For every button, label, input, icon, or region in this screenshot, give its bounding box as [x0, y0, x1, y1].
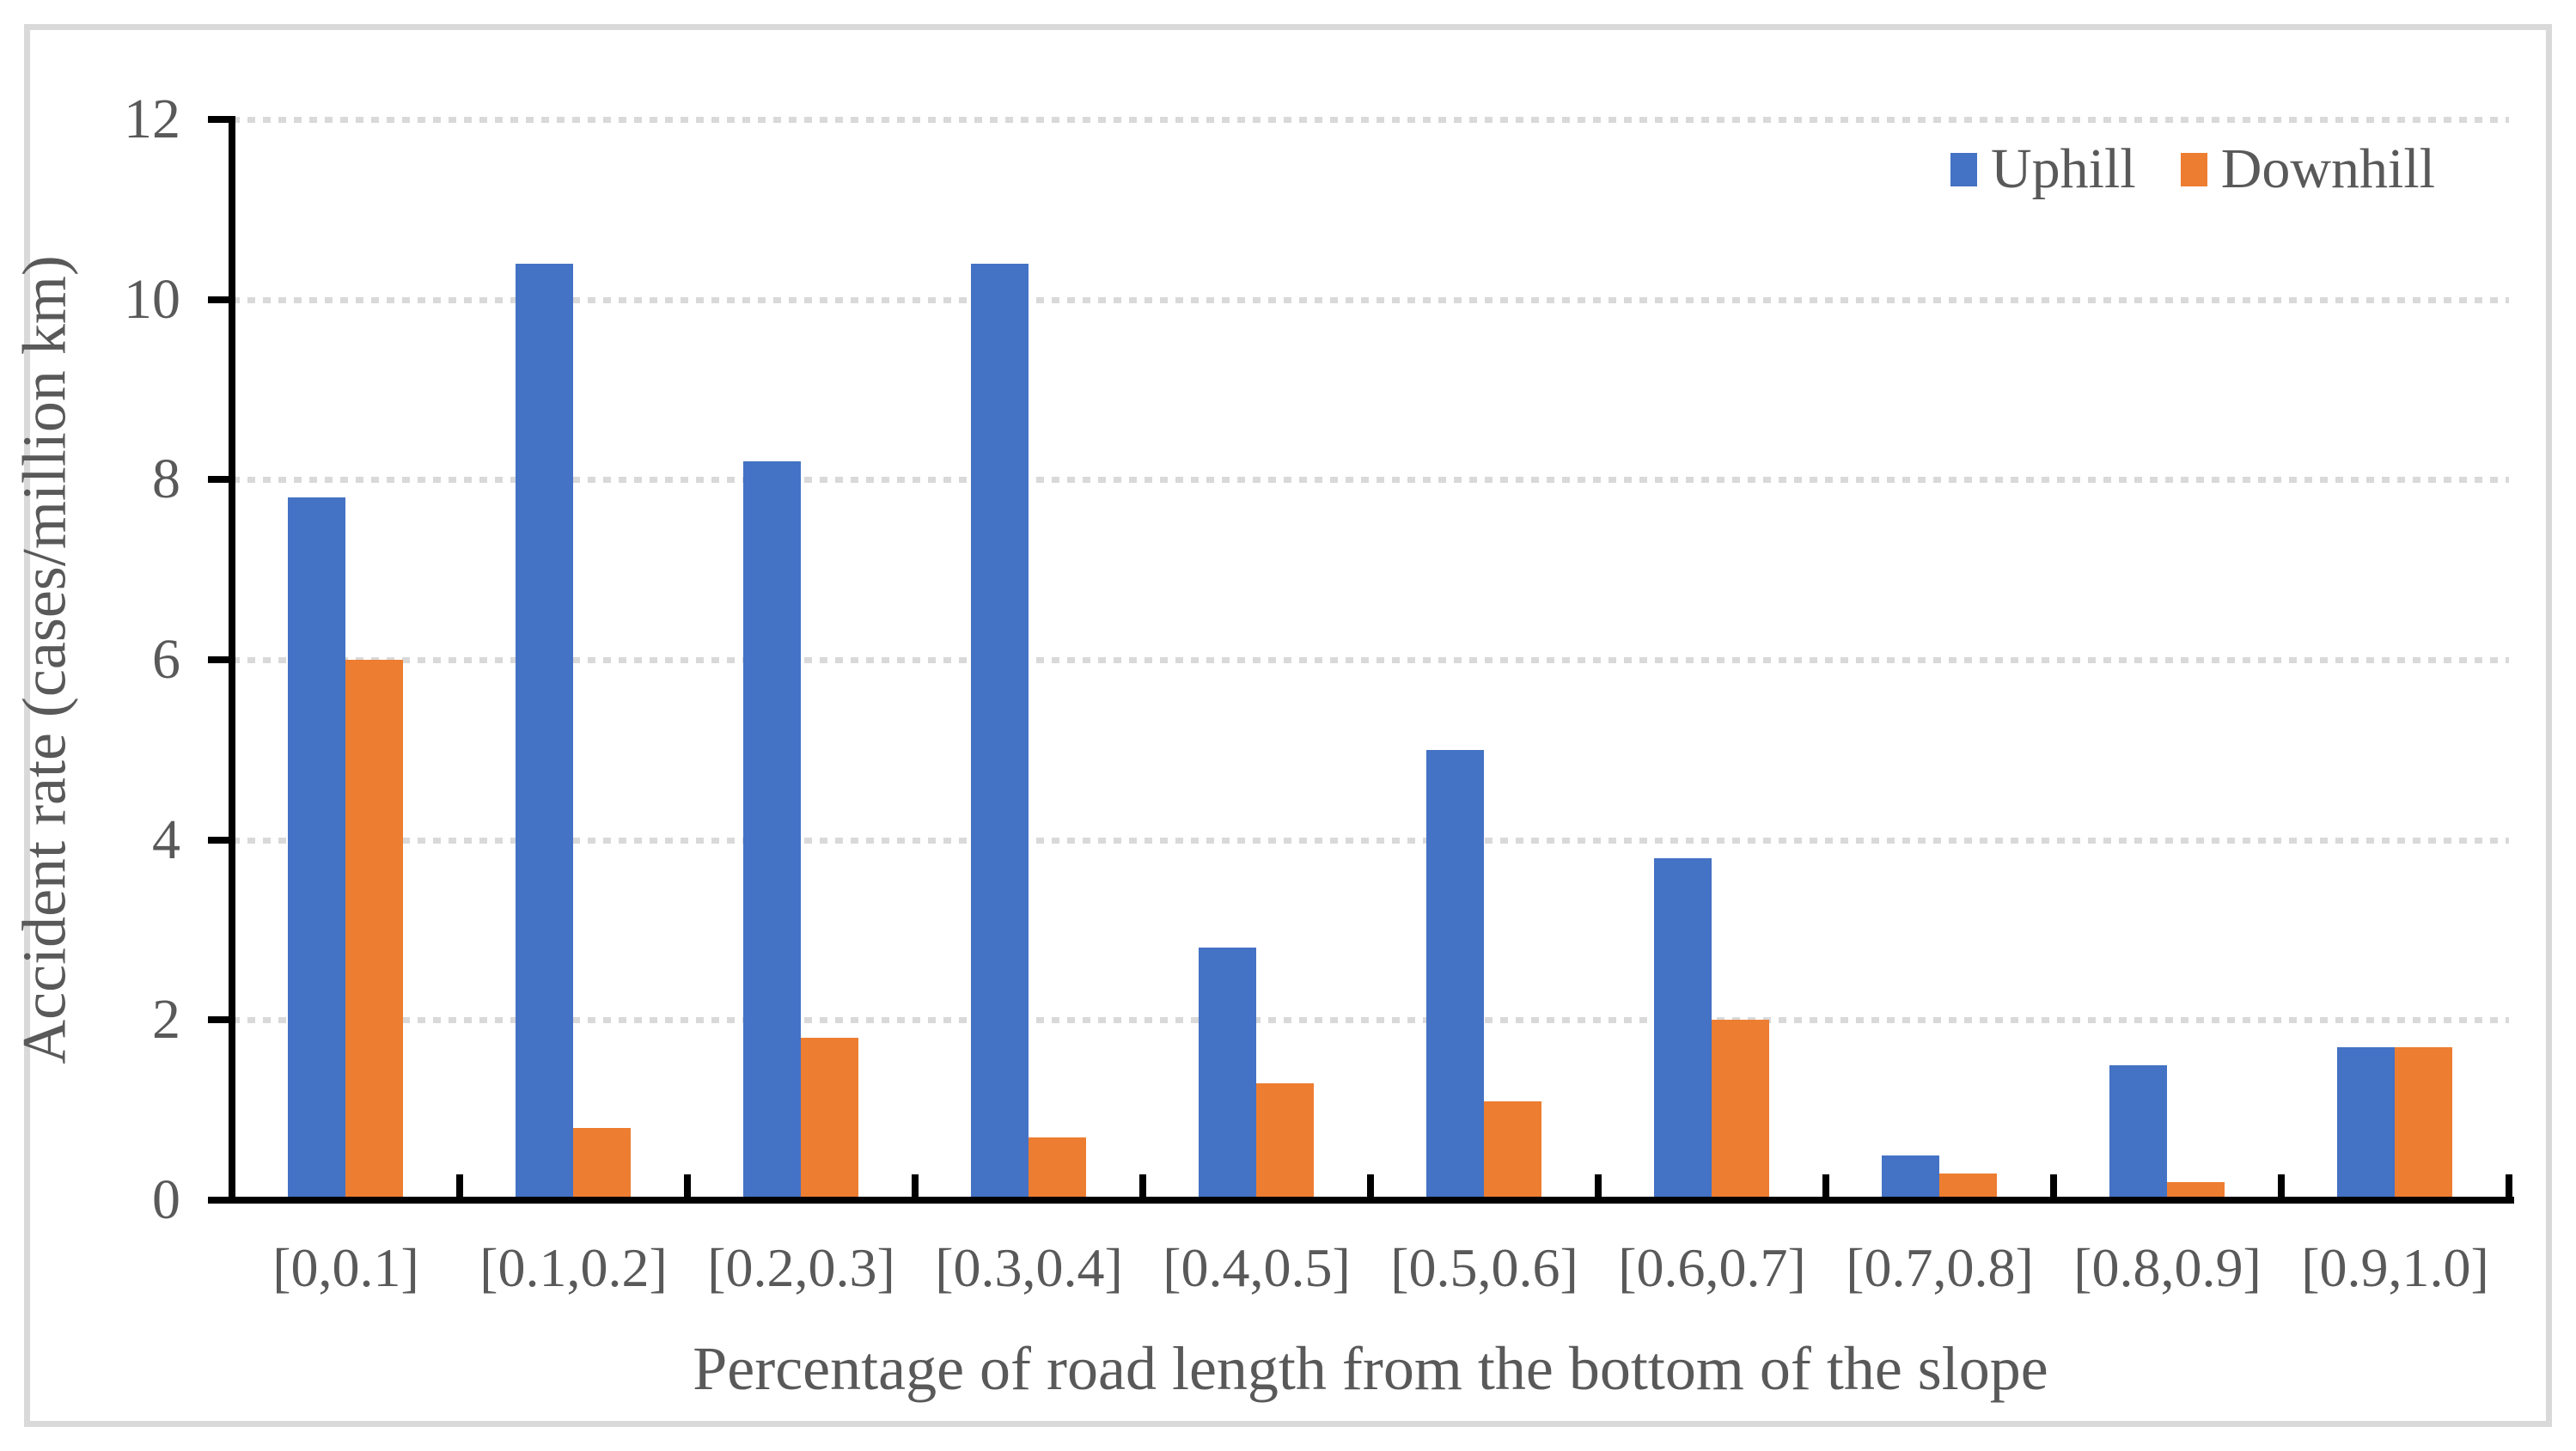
category-slot-9: [0.9,1.0] — [2281, 119, 2509, 1298]
gridline-y-12 — [232, 117, 2509, 123]
x-tick-7 — [1822, 1174, 1829, 1200]
category-slot-3: [0.3,0.4] — [915, 119, 1143, 1298]
y-axis-tick-marks — [208, 116, 232, 1204]
bar-downhill-2 — [801, 1038, 859, 1200]
bar-downhill-6 — [1712, 1020, 1770, 1200]
x-tick-label-7: [0.7,0.8] — [1846, 1237, 2034, 1298]
y-tick-label-12: 12 — [124, 88, 180, 150]
chart-border — [24, 24, 2552, 1427]
category-slot-0: [0,0.1] — [232, 119, 460, 1298]
x-tick-label-1: [0.1,0.2] — [479, 1237, 668, 1298]
y-tick-8 — [208, 476, 232, 484]
gridline-y-4 — [232, 837, 2509, 844]
x-tick-2 — [684, 1174, 691, 1200]
bar-uphill-2 — [743, 461, 802, 1200]
bar-uphill-4 — [1199, 948, 1257, 1200]
bar-downhill-8 — [2167, 1182, 2225, 1200]
category-slot-2: [0.2,0.3] — [687, 119, 915, 1298]
x-tick-6 — [1595, 1174, 1602, 1200]
y-tick-4 — [208, 836, 232, 844]
y-tick-label-6: 6 — [152, 628, 180, 691]
category-slot-5: [0.5,0.6] — [1370, 119, 1598, 1298]
bar-uphill-8 — [2109, 1064, 2168, 1200]
bar-downhill-9 — [2395, 1046, 2453, 1200]
x-tick-3 — [912, 1174, 919, 1200]
y-tick-label-4: 4 — [152, 808, 180, 871]
gridline-y-6 — [232, 657, 2509, 663]
gridline-y-2 — [232, 1017, 2509, 1024]
legend-marker-uphill-icon — [1950, 152, 1977, 186]
x-tick-label-2: [0.2,0.3] — [707, 1237, 895, 1298]
y-tick-10 — [208, 296, 232, 303]
bar-downhill-7 — [1939, 1173, 1998, 1200]
category-slot-4: [0.4,0.5] — [1143, 119, 1370, 1298]
y-tick-label-8: 8 — [152, 448, 180, 511]
legend-marker-downhill-icon — [2180, 152, 2207, 186]
bar-uphill-6 — [1654, 857, 1712, 1200]
bar-downhill-1 — [573, 1128, 632, 1200]
bar-downhill-0 — [345, 660, 404, 1200]
x-tick-10 — [2506, 1174, 2512, 1200]
x-tick-9 — [2278, 1174, 2285, 1200]
y-tick-2 — [208, 1016, 232, 1024]
y-tick-label-0: 0 — [152, 1168, 180, 1231]
gridline-y-10 — [232, 296, 2509, 303]
x-tick-label-6: [0.6,0.7] — [1618, 1237, 1806, 1298]
legend-item-uphill: Uphill — [1950, 137, 2136, 202]
x-tick-label-4: [0.4,0.5] — [1163, 1237, 1351, 1298]
y-axis-tick-labels: 0 2 4 6 8 10 12 — [0, 88, 180, 1231]
y-tick-label-2: 2 — [152, 988, 180, 1052]
gridline-y-8 — [232, 477, 2509, 484]
x-tick-label-3: [0.3,0.4] — [935, 1237, 1123, 1298]
y-tick-6 — [208, 656, 232, 663]
y-tick-0 — [208, 1197, 232, 1204]
x-tick-5 — [1367, 1174, 1374, 1200]
bar-uphill-3 — [971, 263, 1029, 1200]
x-tick-label-9: [0.9,1.0] — [2301, 1237, 2489, 1298]
category-slot-6: [0.6,0.7] — [1598, 119, 1826, 1298]
bar-uphill-1 — [516, 263, 574, 1200]
x-tick-label-5: [0.5,0.6] — [1390, 1237, 1578, 1298]
bar-downhill-4 — [1256, 1082, 1315, 1200]
x-axis-title: Percentage of road length from the botto… — [693, 1334, 2048, 1403]
y-axis-line — [229, 116, 235, 1204]
x-tick-label-0: [0,0.1] — [272, 1237, 419, 1298]
y-tick-12 — [208, 116, 232, 123]
bar-downhill-5 — [1484, 1100, 1542, 1200]
x-tick-4 — [1139, 1174, 1146, 1200]
bar-uphill-5 — [1426, 749, 1485, 1200]
category-slot-1: [0.1,0.2] — [460, 119, 687, 1298]
category-slot-8: [0.8,0.9] — [2054, 119, 2281, 1298]
bar-downhill-3 — [1029, 1137, 1087, 1200]
x-tick-8 — [2050, 1174, 2057, 1200]
y-tick-label-10: 10 — [124, 267, 180, 331]
legend-label-uphill: Uphill — [1991, 137, 2136, 200]
category-slot-7: [0.7,0.8] — [1826, 119, 2054, 1298]
legend-item-downhill: Downhill — [2180, 137, 2436, 202]
bar-uphill-0 — [288, 497, 346, 1200]
legend: Uphill Downhill — [1950, 136, 2435, 203]
legend-label-downhill: Downhill — [2220, 137, 2436, 200]
x-axis-line — [229, 1197, 2514, 1204]
plot-area: [0,0.1] [0.1,0.2] [0.2,0.3] [0.3,0.4] [0.4,0… — [232, 117, 2512, 1298]
x-tick-1 — [456, 1174, 463, 1200]
bar-uphill-7 — [1882, 1155, 1940, 1200]
x-tick-label-8: [0.8,0.9] — [2073, 1237, 2262, 1298]
bar-uphill-9 — [2337, 1046, 2396, 1200]
